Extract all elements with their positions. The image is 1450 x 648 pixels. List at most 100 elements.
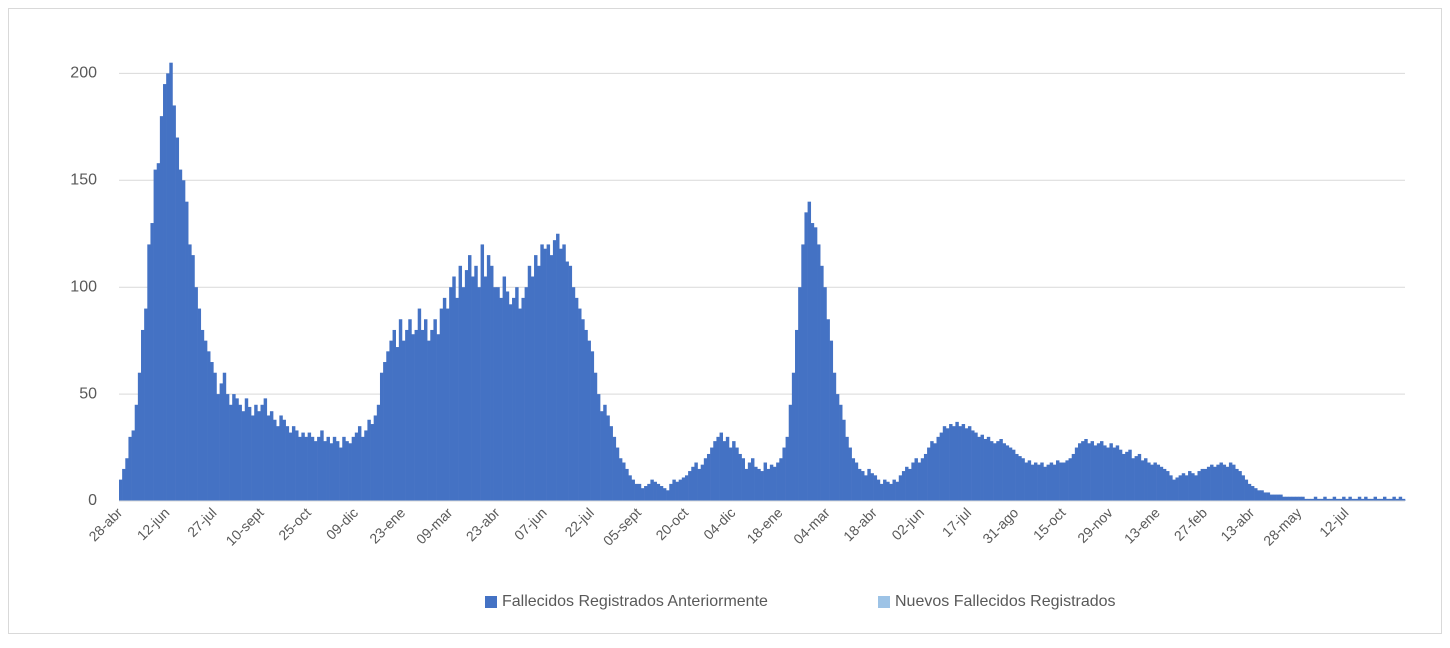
bar <box>1191 473 1195 501</box>
bar <box>1288 496 1293 501</box>
bar <box>1386 498 1390 501</box>
bar <box>879 483 884 501</box>
bar <box>870 473 874 501</box>
bar <box>247 406 252 501</box>
bar <box>656 483 661 501</box>
bar <box>817 244 821 501</box>
bar <box>442 297 447 501</box>
bar <box>788 404 793 501</box>
bar <box>1370 498 1374 501</box>
bar <box>892 479 896 501</box>
bar <box>1159 466 1164 501</box>
bar <box>1301 496 1305 501</box>
bar <box>1247 483 1252 501</box>
bar <box>593 372 598 501</box>
bar <box>750 458 755 501</box>
bar <box>911 462 915 501</box>
bar <box>496 287 500 501</box>
bar <box>697 468 701 501</box>
bar <box>908 468 912 501</box>
bar <box>895 481 900 501</box>
bar <box>1398 496 1403 501</box>
bar <box>461 287 466 501</box>
bar <box>920 458 925 501</box>
bar <box>1323 496 1327 501</box>
bar <box>1294 496 1299 501</box>
bar <box>1332 496 1337 501</box>
bar <box>798 287 802 501</box>
bar <box>225 394 230 501</box>
bar <box>1175 477 1179 501</box>
bar <box>427 340 431 501</box>
bar <box>505 291 510 501</box>
bar <box>153 169 158 501</box>
bar <box>197 308 202 501</box>
bar <box>238 404 242 501</box>
bar <box>581 319 585 501</box>
bar <box>266 415 271 501</box>
bar <box>958 426 962 501</box>
bar <box>939 432 944 501</box>
bar <box>339 447 343 501</box>
bar <box>1272 494 1277 501</box>
bar <box>232 394 236 501</box>
bar <box>455 297 459 501</box>
bar <box>386 351 390 501</box>
bar <box>1033 462 1038 501</box>
bar <box>744 468 749 501</box>
bar <box>857 468 862 501</box>
bar <box>571 287 576 501</box>
bar <box>156 163 161 501</box>
bar <box>634 483 639 501</box>
bar <box>1197 471 1201 501</box>
y-tick-label: 150 <box>70 172 97 189</box>
bar <box>222 372 227 501</box>
bar <box>546 244 551 501</box>
bar <box>964 428 969 501</box>
bar <box>552 240 557 501</box>
bar <box>710 447 714 501</box>
bar <box>518 308 522 501</box>
bar <box>1077 443 1082 501</box>
bar <box>961 424 966 501</box>
bar <box>1285 496 1289 501</box>
bar <box>1002 443 1006 501</box>
bar <box>675 481 679 501</box>
bar <box>1279 494 1283 501</box>
bar <box>603 404 607 501</box>
bar <box>905 466 909 501</box>
bar <box>1100 441 1104 501</box>
bar <box>188 244 192 501</box>
bar <box>754 466 758 501</box>
bar <box>401 340 406 501</box>
bar <box>977 436 981 501</box>
bar <box>801 244 805 501</box>
bar <box>537 265 541 501</box>
bar <box>348 443 352 501</box>
bar <box>1021 458 1025 501</box>
bar <box>351 436 356 501</box>
bar <box>307 432 312 501</box>
bar <box>986 436 991 501</box>
bar <box>703 458 708 501</box>
bar <box>1310 498 1315 501</box>
bar <box>383 362 387 501</box>
bar <box>1137 453 1142 501</box>
bar <box>1059 462 1063 501</box>
bar <box>644 486 648 501</box>
bar <box>1329 498 1333 501</box>
bar <box>1156 464 1161 501</box>
bar <box>540 244 544 501</box>
bar <box>150 223 154 502</box>
bar <box>854 462 859 501</box>
bar <box>1112 447 1117 501</box>
bar <box>609 426 613 501</box>
bar <box>873 475 878 501</box>
bar <box>980 434 984 501</box>
bar <box>1379 498 1384 501</box>
bar <box>851 458 856 501</box>
bar <box>1096 443 1101 501</box>
bar <box>889 483 893 501</box>
bar <box>1062 462 1066 501</box>
bar <box>137 372 142 501</box>
